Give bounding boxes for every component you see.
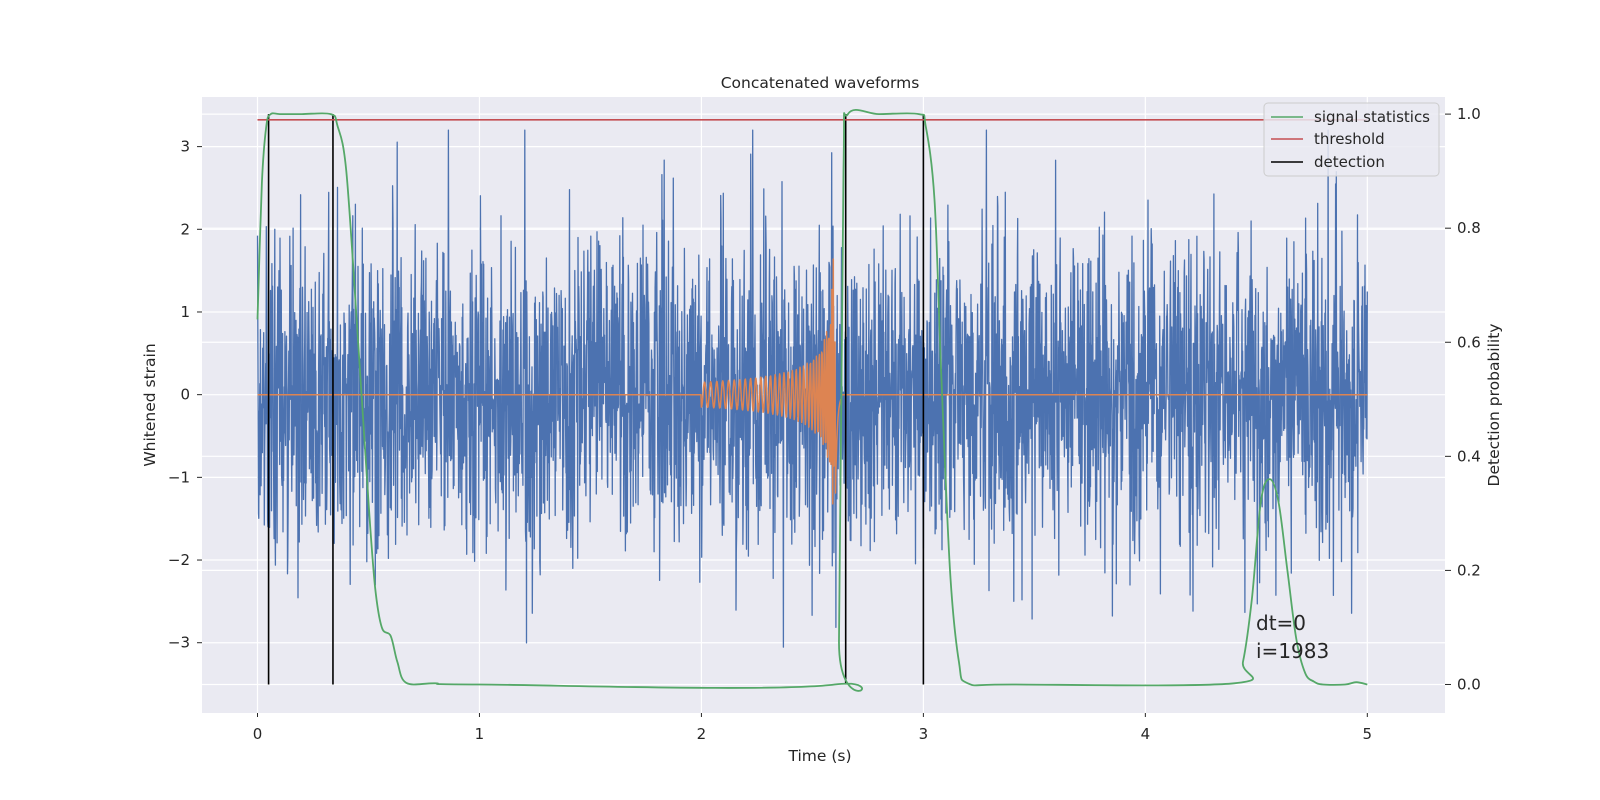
x-axis-label: Time (s) — [787, 747, 851, 765]
legend-label-signal-statistics: signal statistics — [1314, 108, 1430, 126]
y-left-tick-label: −2 — [168, 551, 190, 569]
y-axis-left-label: Whitened strain — [141, 343, 159, 466]
tick-labels: 0 1 2 3 4 5 3 2 1 0 −1 −2 −3 1.0 0.8 0.6 0.4 0.2 0.0 — [168, 105, 1481, 743]
x-tick-label: 1 — [475, 725, 485, 743]
legend-label-threshold: threshold — [1314, 130, 1385, 148]
y-left-tick-label: 1 — [180, 303, 190, 321]
y-right-tick-label: 0.4 — [1457, 447, 1481, 465]
y-right-tick-label: 0.2 — [1457, 561, 1481, 579]
x-tick-label: 4 — [1141, 725, 1151, 743]
x-tick-label: 5 — [1363, 725, 1373, 743]
y-right-tick-label: 0.0 — [1457, 675, 1481, 693]
noise-series — [256, 129, 1368, 648]
y-left-tick-label: 3 — [180, 138, 190, 156]
y-left-tick-label: −3 — [168, 634, 190, 652]
x-tick-label: 3 — [919, 725, 929, 743]
legend-box — [1263, 102, 1440, 177]
y-right-tick-label: 0.6 — [1457, 333, 1481, 351]
annotation-dt: dt=0 — [1256, 611, 1306, 635]
y-left-tick-label: 2 — [180, 220, 190, 238]
y-right-tick-label: 0.8 — [1457, 219, 1481, 237]
plot-content — [256, 109, 1368, 692]
y-left-tick-label: −1 — [168, 468, 190, 486]
chart-title: Concatenated waveforms — [721, 74, 920, 92]
x-tick-label: 0 — [253, 725, 263, 743]
legend: signal statistics threshold detection — [1263, 102, 1440, 177]
legend-label-detection: detection — [1314, 153, 1385, 171]
signal-statistics-series — [256, 109, 1368, 692]
y-axis-right-label: Detection probability — [1485, 324, 1503, 487]
y-right-tick-label: 1.0 — [1457, 105, 1481, 123]
annotation-index: i=1983 — [1256, 639, 1329, 663]
x-tick-label: 2 — [697, 725, 707, 743]
injection-series — [257, 258, 1368, 505]
y-left-tick-label: 0 — [180, 386, 190, 404]
